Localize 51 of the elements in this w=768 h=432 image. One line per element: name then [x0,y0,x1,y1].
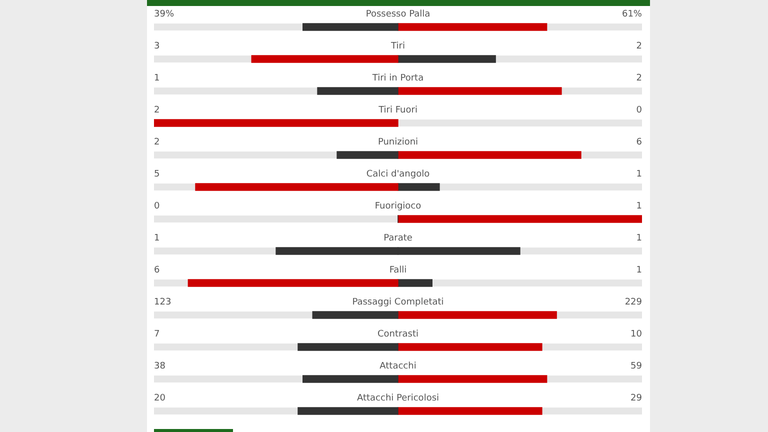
y-tick-label: Falli [389,265,407,276]
annotation: 7 [154,329,160,340]
annotation: 2 [154,137,160,148]
y-tick-label: Parate [384,233,413,244]
bar [298,343,398,351]
annotation: 3 [154,41,160,52]
annotation: 20 [154,393,166,404]
bar [336,151,398,159]
annotation: 1 [636,201,642,212]
y-tick-label: Possesso Palla [366,9,430,20]
y-tick-label: Fuorigioco [374,201,422,212]
y-tick-label: Tiri Fuori [378,105,418,116]
annotation: 6 [636,137,642,148]
y-tick-label: Calci d'angolo [366,169,430,180]
annotation: 1 [636,169,642,180]
bar [398,23,548,31]
annotation: 5 [154,169,160,180]
bar [312,311,398,319]
annotation: 1 [636,265,642,276]
bar [298,407,398,415]
y-tick-label: Contrasti [378,329,418,340]
y-tick-label: Punizioni [378,137,418,148]
bar [302,23,398,31]
annotation: 59 [630,361,642,372]
annotation: 39% [154,9,174,20]
annotation: 0 [636,105,642,116]
annotation: 229 [624,297,642,308]
y-tick-label: Attacchi [380,361,416,372]
annotation: 0 [154,201,160,212]
annotation: 2 [636,41,642,52]
annotation: 6 [154,265,160,276]
annotation: 1 [636,233,642,244]
bar [398,343,542,351]
annotation: 10 [630,329,642,340]
annotation: 29 [630,393,642,404]
y-tick-label: Passaggi Completati [352,297,444,308]
annotation: 2 [636,73,642,84]
annotation: 1 [154,233,160,244]
bar [317,87,398,95]
annotation: 2 [154,105,160,116]
bar [398,311,557,319]
annotation: 123 [154,297,172,308]
bar [398,407,542,415]
annotation: 38 [154,361,166,372]
y-tick-label: Attacchi Pericolosi [356,393,440,404]
annotation: 1 [154,73,160,84]
bar [398,375,548,383]
annotation: 61% [622,9,642,20]
y-tick-label: Tiri in Porta [371,73,424,84]
y-tick-label: Tiri [390,41,405,52]
bar [302,375,398,383]
